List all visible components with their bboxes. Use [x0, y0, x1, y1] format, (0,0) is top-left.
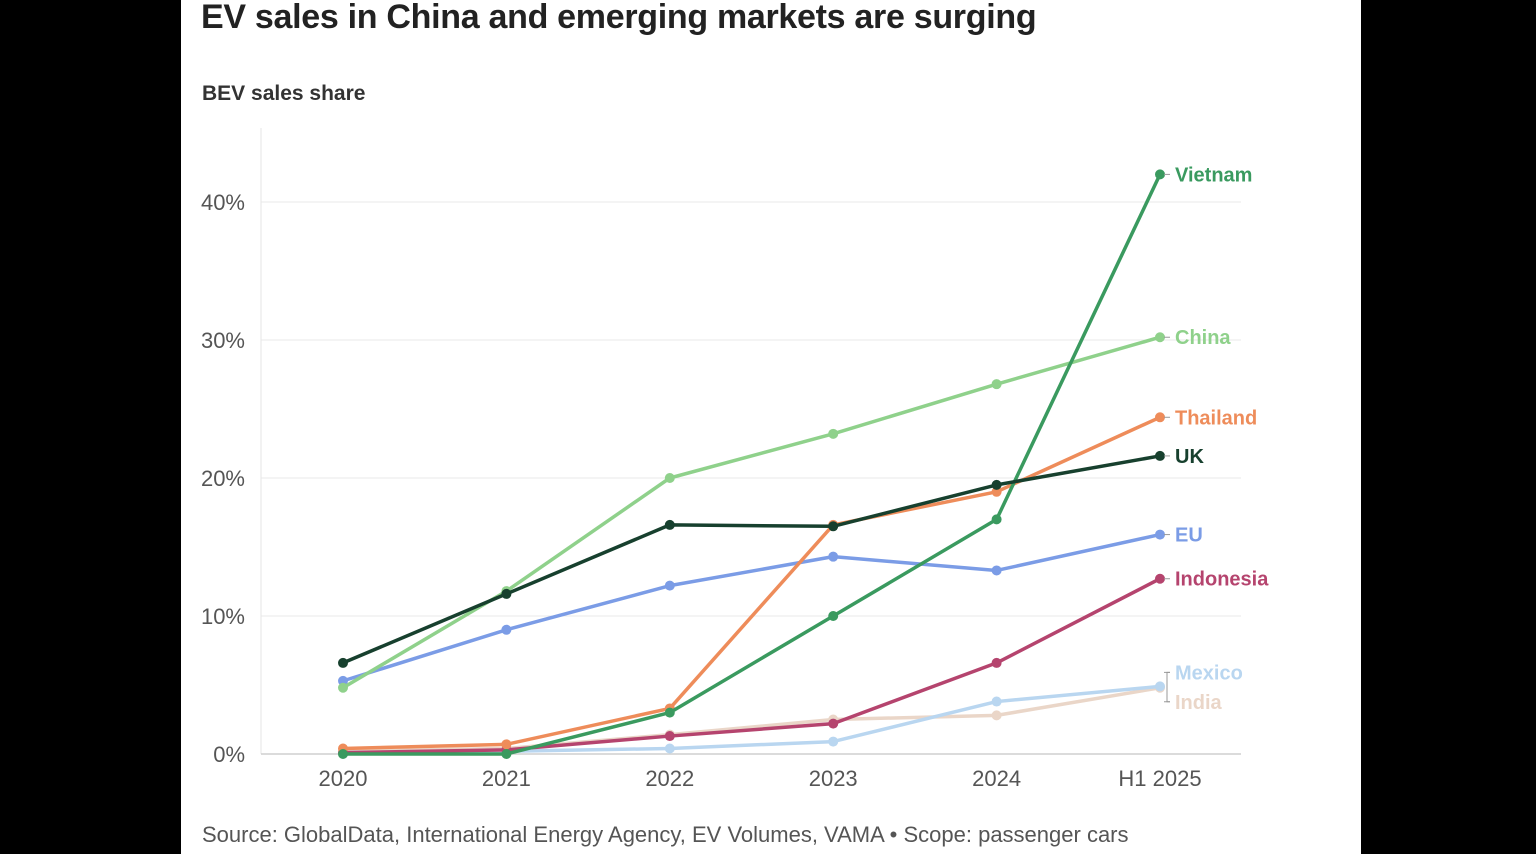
series-line-mexico [341, 684, 1162, 755]
data-point-thailand [1155, 412, 1165, 423]
data-point-eu [1155, 529, 1165, 540]
data-point-uk [338, 657, 348, 668]
data-point-mexico [991, 696, 1002, 707]
data-point-indonesia [664, 731, 675, 742]
data-point-uk [664, 519, 675, 530]
series-line-indonesia [341, 576, 1162, 755]
y-tick-label: 20% [201, 466, 245, 491]
data-point-thailand [501, 739, 512, 750]
y-tick-label: 0% [213, 742, 245, 767]
series-label-thailand: Thailand [1175, 407, 1257, 429]
y-tick-label: 40% [201, 190, 245, 215]
series-line-vietnam [341, 172, 1162, 756]
series-label-mexico: Mexico [1175, 662, 1243, 684]
data-point-china [664, 473, 675, 483]
data-point-india [991, 710, 1002, 721]
series-label-vietnam: Vietnam [1175, 164, 1252, 186]
series-label-china: China [1175, 327, 1231, 349]
data-point-uk [501, 588, 512, 599]
data-point-uk [991, 479, 1002, 490]
data-point-vietnam [991, 514, 1002, 525]
y-tick-label: 30% [201, 328, 245, 353]
x-tick-label: 2023 [809, 766, 858, 791]
data-point-china [991, 379, 1002, 390]
data-point-eu [828, 551, 839, 562]
data-point-vietnam [664, 707, 675, 718]
x-tick-label: H1 2025 [1118, 766, 1201, 791]
series-label-india: India [1175, 692, 1223, 714]
x-tick-label: 2022 [645, 766, 694, 791]
data-point-china [1155, 332, 1165, 343]
data-point-vietnam [828, 611, 839, 621]
chart-panel: EV sales in China and emerging markets a… [181, 0, 1361, 854]
data-point-eu [501, 624, 512, 635]
data-point-mexico [1155, 681, 1165, 692]
chart-subtitle: BEV sales share [202, 82, 366, 105]
data-point-eu [338, 675, 348, 686]
data-point-uk [828, 521, 839, 532]
data-point-mexico [828, 736, 839, 747]
data-point-eu [664, 580, 675, 591]
data-point-indonesia [1155, 573, 1165, 584]
data-point-vietnam [338, 749, 348, 759]
data-point-thailand [991, 486, 1002, 497]
x-tick-label: 2021 [482, 766, 531, 791]
chart-title: EV sales in China and emerging markets a… [201, 0, 1037, 36]
line-chart: 0% 10% 20% 30% 40% 2020 2021 2022 2023 2024 H1 202… [201, 128, 1269, 791]
data-point-indonesia [828, 718, 839, 729]
series-line-uk [341, 454, 1162, 665]
series-line-eu [341, 532, 1162, 683]
source-note: Source: GlobalData, International Energy… [202, 822, 1129, 847]
data-point-vietnam [1155, 169, 1165, 180]
x-tick-label: 2020 [319, 766, 368, 791]
data-point-indonesia [991, 657, 1002, 668]
data-point-china [338, 682, 348, 693]
data-point-china [828, 428, 839, 439]
series-label-eu: EU [1175, 525, 1203, 547]
series-label-uk: UK [1175, 446, 1204, 468]
series-line-china [341, 335, 1162, 690]
data-point-vietnam [501, 749, 512, 759]
data-point-eu [991, 565, 1002, 576]
series-label-indonesia: Indonesia [1175, 569, 1269, 591]
y-tick-label: 10% [201, 604, 245, 629]
data-point-uk [1155, 450, 1165, 461]
label-bracket [1166, 671, 1170, 703]
data-point-mexico [664, 743, 675, 754]
x-tick-label: 2024 [972, 766, 1021, 791]
